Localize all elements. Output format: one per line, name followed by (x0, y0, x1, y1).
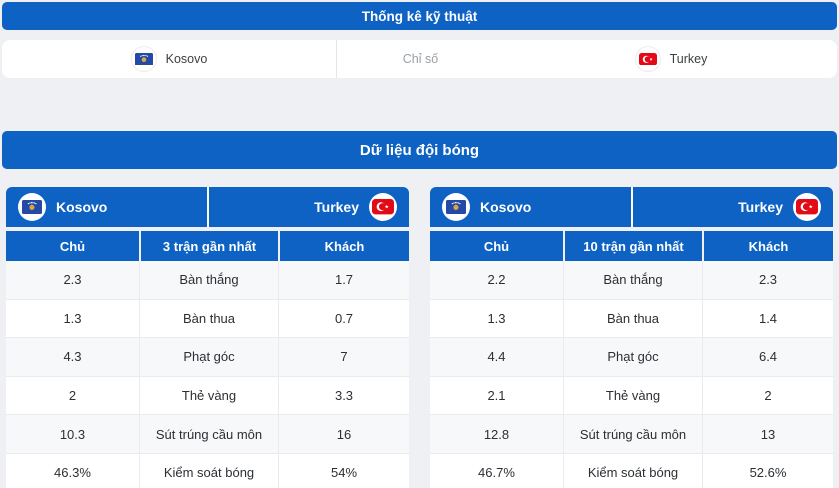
away-value: 6.4 (702, 338, 833, 376)
away-value: 54% (278, 453, 409, 488)
home-value: 46.7% (478, 465, 515, 481)
table-row: 2.1 Thẻ vàng 2 (430, 375, 833, 415)
stat-label: Bàn thắng (138, 261, 278, 299)
away-value: 2 (702, 376, 833, 415)
stat-label: Sút trúng cầu môn (138, 415, 278, 453)
table-row: 46.3% Kiểm soát bóng 54% (6, 452, 409, 488)
table-column-header: Chủ 3 trận gần nhất Khách (6, 231, 409, 261)
away-team-header: Turkey (206, 187, 410, 227)
table-team-header: Kosovo Turkey (430, 187, 833, 227)
kosovo-flag-icon (442, 193, 470, 221)
home-value: 2 (68, 388, 77, 404)
column-header-home: Chủ (59, 238, 86, 254)
stat-label: Bàn thua (562, 299, 702, 338)
stat-label: Bàn thắng (562, 261, 702, 299)
column-header-home: Chủ (483, 238, 510, 254)
home-team-header: Kosovo (6, 187, 207, 227)
home-value: 10.3 (59, 426, 86, 442)
away-value: 16 (278, 415, 409, 453)
away-value: 2.3 (702, 261, 833, 299)
table-row: 4.4 Phạt góc 6.4 (430, 337, 833, 376)
column-header-away: Khách (702, 231, 833, 261)
table-row: 46.7% Kiểm soát bóng 52.6% (430, 452, 833, 488)
team-data-banner: Dữ liệu đội bóng (2, 131, 837, 169)
away-team-name: Turkey (738, 199, 783, 215)
home-value: 46.3% (54, 465, 91, 481)
home-team-name: Kosovo (165, 52, 208, 66)
home-team-header: Kosovo (430, 187, 631, 227)
table-body: 2.2 Bàn thắng 2.3 1.3 Bàn thua 1.4 4.4 P… (430, 261, 833, 488)
table-row: 12.8 Sút trúng cầu môn 13 (430, 414, 833, 453)
compare-bar-home-team: Kosovo (2, 40, 336, 78)
home-value: 4.4 (487, 349, 506, 365)
stat-label: Phạt góc (562, 338, 702, 376)
away-value: 1.7 (278, 261, 409, 299)
home-value: 2.3 (63, 272, 82, 288)
home-team-name: Kosovo (480, 199, 532, 215)
away-value: 52.6% (702, 453, 833, 488)
table-row: 2.3 Bàn thắng 1.7 (6, 261, 409, 299)
away-value: 3.3 (278, 376, 409, 415)
stat-label: Sút trúng cầu môn (562, 415, 702, 453)
home-team-name: Kosovo (56, 199, 108, 215)
home-value: 4.3 (63, 349, 82, 365)
kosovo-flag-icon (18, 193, 46, 221)
away-team-name: Turkey (669, 52, 708, 66)
technical-stats-title: Thống kê kỹ thuật (361, 8, 478, 24)
stat-label: Bàn thua (138, 299, 278, 338)
column-header-period: 10 trận gần nhất (562, 231, 702, 261)
stat-table-last-10: Kosovo Turkey Chủ 10 trận gần nhất Khách… (430, 187, 833, 488)
stat-label: Kiểm soát bóng (562, 453, 702, 488)
home-value: 2.1 (487, 388, 506, 404)
away-value: 13 (702, 415, 833, 453)
kosovo-flag-icon (130, 46, 157, 72)
away-value: 7 (278, 338, 409, 376)
stat-label: Thẻ vàng (138, 376, 278, 415)
table-row: 1.3 Bàn thua 0.7 (6, 298, 409, 338)
away-value: 0.7 (278, 299, 409, 338)
compare-bar-metric-label: Chỉ số (336, 40, 504, 78)
turkey-flag-icon (634, 46, 661, 72)
metric-label: Chỉ số (402, 52, 439, 66)
stat-label: Phạt góc (138, 338, 278, 376)
table-team-header: Kosovo Turkey (6, 187, 409, 227)
table-row: 1.3 Bàn thua 1.4 (430, 298, 833, 338)
stat-table-last-3: Kosovo Turkey Chủ 3 trận gần nhất Khách … (6, 187, 409, 488)
table-body: 2.3 Bàn thắng 1.7 1.3 Bàn thua 0.7 4.3 P… (6, 261, 409, 488)
stat-tables: Kosovo Turkey Chủ 3 trận gần nhất Khách … (6, 187, 833, 488)
team-data-title: Dữ liệu đội bóng (359, 141, 480, 159)
away-team-header: Turkey (630, 187, 834, 227)
home-value: 1.3 (487, 310, 506, 326)
home-value: 1.3 (63, 310, 82, 326)
table-column-header: Chủ 10 trận gần nhất Khách (430, 231, 833, 261)
compare-bar-away-team: Turkey (504, 40, 838, 78)
stat-label: Thẻ vàng (562, 376, 702, 415)
compare-bar: Kosovo Chỉ số Turkey (2, 40, 837, 78)
away-value: 1.4 (702, 299, 833, 338)
technical-stats-banner: Thống kê kỹ thuật (2, 2, 837, 30)
table-row: 10.3 Sút trúng cầu môn 16 (6, 414, 409, 453)
column-header-period: 3 trận gần nhất (138, 231, 278, 261)
column-header-away: Khách (278, 231, 409, 261)
turkey-flag-icon (793, 193, 821, 221)
turkey-flag-icon (369, 193, 397, 221)
table-row: 2.2 Bàn thắng 2.3 (430, 261, 833, 299)
table-row: 2 Thẻ vàng 3.3 (6, 375, 409, 415)
home-value: 12.8 (483, 426, 510, 442)
table-row: 4.3 Phạt góc 7 (6, 337, 409, 376)
away-team-name: Turkey (314, 199, 359, 215)
stat-label: Kiểm soát bóng (138, 453, 278, 488)
home-value: 2.2 (487, 272, 506, 288)
